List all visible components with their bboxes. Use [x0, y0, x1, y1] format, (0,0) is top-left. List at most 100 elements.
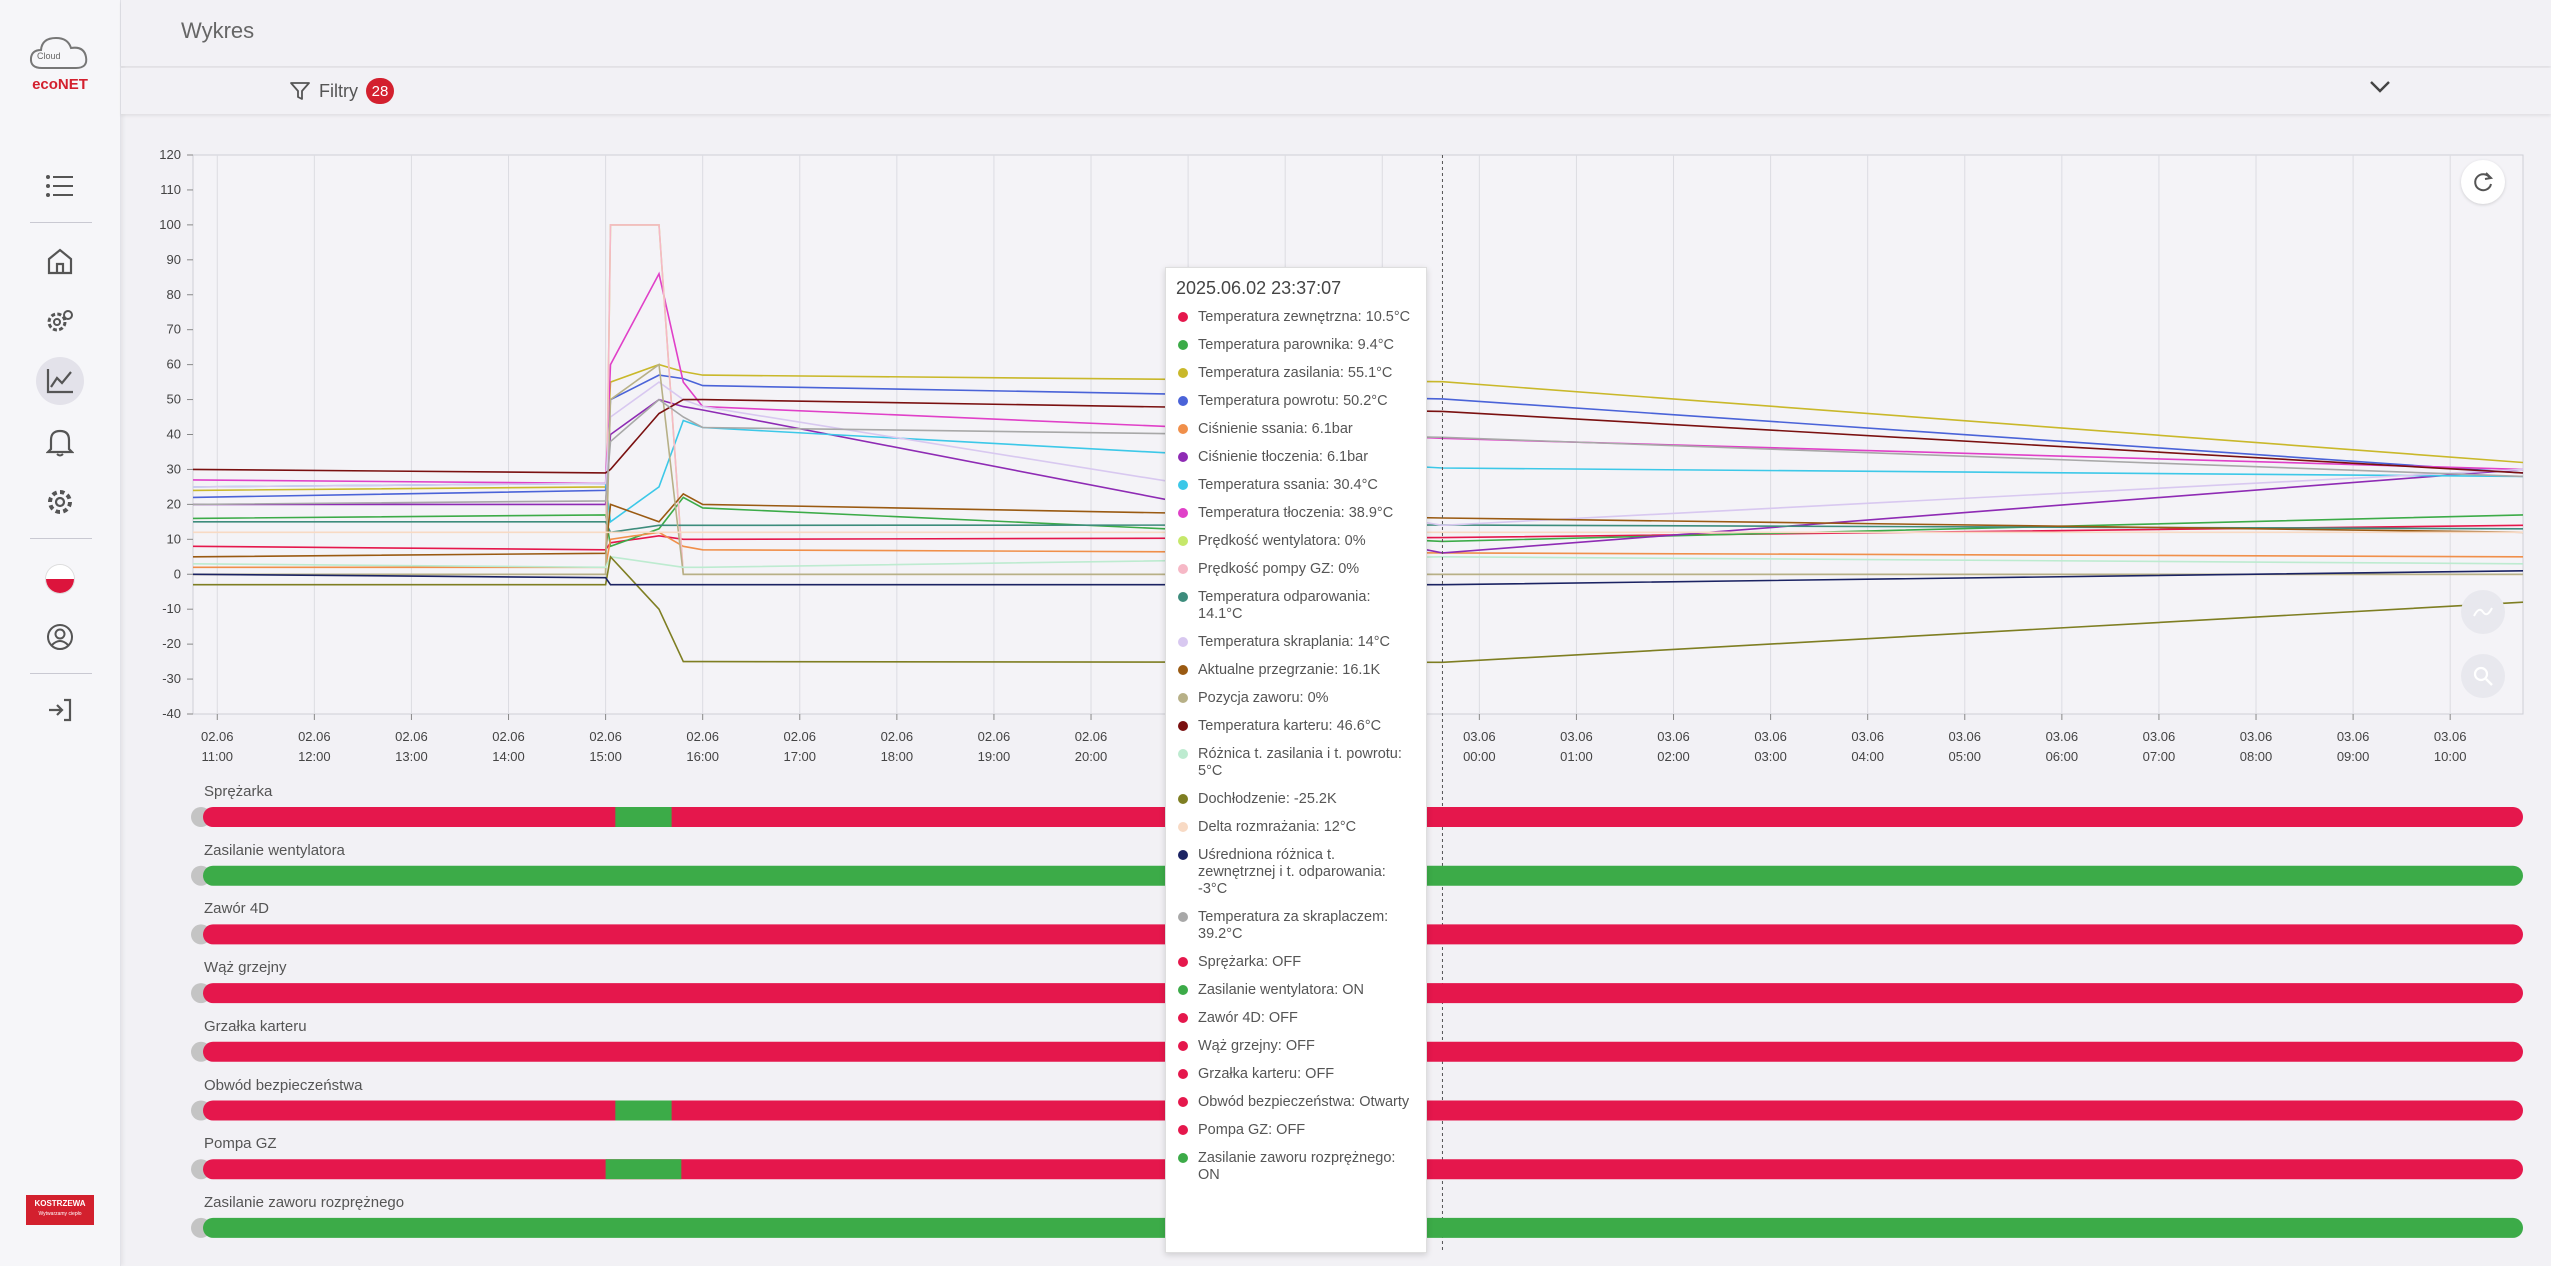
tooltip-color-dot: [1178, 340, 1188, 350]
refresh-button[interactable]: [2461, 160, 2505, 204]
y-tick-label: 120: [159, 147, 181, 162]
filter-icon: [290, 82, 310, 100]
x-tick-date: 03.06: [1754, 729, 1787, 744]
zoom-button[interactable]: [2461, 654, 2505, 698]
y-tick-label: 110: [160, 182, 181, 197]
top-bar: Wykres: [121, 0, 2551, 66]
tooltip-color-dot: [1178, 749, 1188, 759]
x-tick-date: 02.06: [783, 729, 816, 744]
tooltip-item-text: Dochłodzenie: -25.2K: [1198, 791, 1337, 807]
tooltip-color-dot: [1178, 794, 1188, 804]
zoom-icon: [2473, 666, 2493, 686]
y-tick-label: -40: [162, 706, 181, 721]
tooltip-color-dot: [1178, 452, 1188, 462]
status-row-label: Zasilanie wentylatora: [204, 841, 345, 859]
cloud-text: Cloud: [37, 51, 61, 61]
x-tick-date: 02.06: [686, 729, 719, 744]
filters-button[interactable]: Filtry 28: [289, 78, 394, 104]
x-tick-time: 08:00: [2240, 749, 2273, 764]
tooltip-item-text: Temperatura odparowania: 14.1°C: [1198, 589, 1371, 622]
status-row-label: Obwód bezpieczeństwa: [204, 1076, 363, 1094]
y-tick-label: 100: [159, 217, 181, 232]
x-tick-time: 10:00: [2434, 749, 2467, 764]
tooltip-item: Temperatura parownika: 9.4°C: [1176, 337, 1416, 354]
settings-gears-icon[interactable]: [36, 298, 84, 346]
tooltip-item: Zasilanie wentylatora: ON: [1176, 982, 1416, 999]
flag-pl-icon[interactable]: [45, 564, 75, 594]
tooltip-item-text: Wąż grzejny: OFF: [1198, 1038, 1315, 1054]
menu-list-icon[interactable]: [36, 162, 84, 210]
gear-icon[interactable]: [36, 478, 84, 526]
x-tick-date: 03.06: [2143, 729, 2176, 744]
tooltip-item-text: Temperatura zasilania: 55.1°C: [1198, 365, 1393, 381]
tooltip-item: Dochłodzenie: -25.2K: [1176, 791, 1416, 808]
x-tick-date: 02.06: [1075, 729, 1108, 744]
y-tick-label: 10: [167, 531, 181, 546]
y-tick-label: 80: [167, 287, 181, 302]
draw-line-icon: [2473, 607, 2493, 617]
tooltip-color-dot: [1178, 1041, 1188, 1051]
y-tick-label: 30: [167, 461, 181, 476]
x-tick-time: 18:00: [881, 749, 914, 764]
filters-label: Filtry: [319, 80, 358, 101]
tooltip-item: Różnica t. zasilania i t. powrotu: 5°C: [1176, 746, 1416, 780]
tooltip-color-dot: [1178, 592, 1188, 602]
tooltip-item: Delta rozmrażania: 12°C: [1176, 819, 1416, 836]
tooltip-item-text: Zasilanie zaworu rozprężnego: ON: [1198, 1150, 1396, 1183]
tooltip-item-text: Pozycja zaworu: 0%: [1198, 690, 1329, 706]
tooltip-item: Temperatura tłoczenia: 38.9°C: [1176, 505, 1416, 522]
tooltip-item: Zawór 4D: OFF: [1176, 1010, 1416, 1027]
tooltip-color-dot: [1178, 312, 1188, 322]
y-tick-label: 40: [167, 427, 181, 442]
tooltip-item: Grzałka karteru: OFF: [1176, 1066, 1416, 1083]
logout-icon[interactable]: [36, 686, 84, 734]
x-tick-date: 03.06: [2434, 729, 2467, 744]
tooltip-item: Obwód bezpieczeństwa: Otwarty: [1176, 1094, 1416, 1111]
x-tick-time: 20:00: [1075, 749, 1108, 764]
tooltip-item: Wąż grzejny: OFF: [1176, 1038, 1416, 1055]
y-tick-label: -30: [162, 671, 181, 686]
tooltip-item-text: Temperatura parownika: 9.4°C: [1198, 337, 1395, 353]
status-bar-on-segment: [615, 807, 672, 827]
tooltip-item: Temperatura odparowania: 14.1°C: [1176, 589, 1416, 623]
tooltip-color-dot: [1178, 665, 1188, 675]
x-tick-time: 16:00: [686, 749, 719, 764]
refresh-icon: [2474, 172, 2494, 192]
tooltip-item: Pompa GZ: OFF: [1176, 1122, 1416, 1139]
x-tick-date: 03.06: [2240, 729, 2273, 744]
tooltip-color-dot: [1178, 368, 1188, 378]
x-tick-time: 19:00: [978, 749, 1011, 764]
tooltip-item: Temperatura karteru: 46.6°C: [1176, 718, 1416, 735]
vendor-logo[interactable]: KOSTRZEWA Wytwarzamy ciepło: [26, 1195, 94, 1225]
user-support-icon[interactable]: [36, 613, 84, 661]
y-tick-label: 0: [174, 566, 181, 581]
x-tick-time: 12:00: [298, 749, 331, 764]
tooltip-item: Temperatura ssania: 30.4°C: [1176, 477, 1416, 494]
tooltip-item: Temperatura za skraplaczem: 39.2°C: [1176, 909, 1416, 943]
tooltip-item: Temperatura zewnętrzna: 10.5°C: [1176, 309, 1416, 326]
filters-count-badge: 28: [366, 78, 394, 104]
tooltip-color-dot: [1178, 957, 1188, 967]
bell-icon[interactable]: [36, 418, 84, 466]
chevron-down-icon[interactable]: [2369, 80, 2391, 99]
x-tick-time: 04:00: [1851, 749, 1884, 764]
x-tick-time: 05:00: [1948, 749, 1981, 764]
home-icon[interactable]: [36, 237, 84, 285]
tooltip-item: Prędkość pompy GZ: 0%: [1176, 561, 1416, 578]
tooltip-item-text: Prędkość pompy GZ: 0%: [1198, 561, 1360, 577]
x-tick-date: 02.06: [492, 729, 525, 744]
draw-line-button[interactable]: [2461, 590, 2505, 634]
x-tick-date: 03.06: [1948, 729, 1981, 744]
tooltip-item-text: Zasilanie wentylatora: ON: [1198, 982, 1365, 998]
vendor-tagline: Wytwarzamy ciepło: [38, 1211, 82, 1217]
x-tick-time: 06:00: [2046, 749, 2079, 764]
tooltip-color-dot: [1178, 1069, 1188, 1079]
tooltip-item: Pozycja zaworu: 0%: [1176, 690, 1416, 707]
chart-icon[interactable]: [36, 357, 84, 405]
econet-logo[interactable]: Cloud ecoNET: [20, 30, 100, 105]
chart-tooltip: 2025.06.02 23:37:07 Temperatura zewnętrz…: [1165, 267, 1427, 1253]
tooltip-item-text: Temperatura tłoczenia: 38.9°C: [1198, 505, 1394, 521]
tooltip-item-text: Sprężarka: OFF: [1198, 954, 1302, 970]
status-bar-on-segment: [605, 1159, 682, 1180]
x-tick-date: 02.06: [395, 729, 428, 744]
